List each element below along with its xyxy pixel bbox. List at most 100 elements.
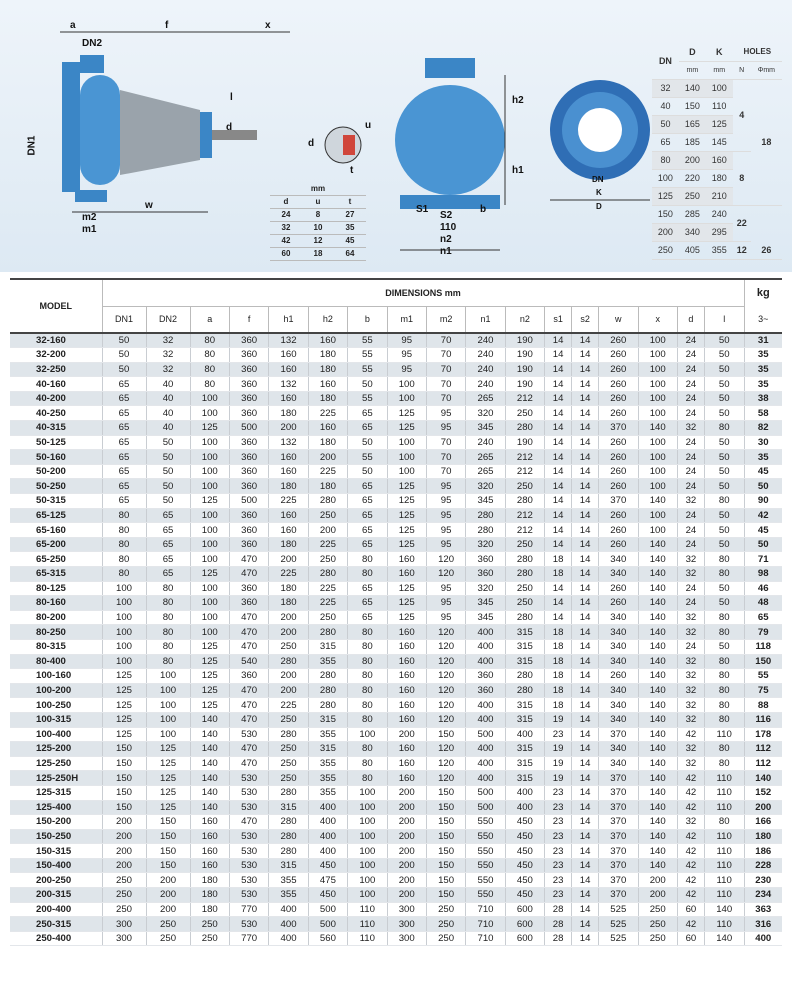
dimension-cell: 225 — [307, 405, 348, 422]
dim-m1-label: m1 — [82, 224, 97, 235]
dimension-cell: 280 — [307, 668, 348, 684]
dimension-cell: 280 — [268, 785, 309, 801]
dimension-cell: 120 — [425, 741, 466, 757]
table-row: 150-400 200 150 160 530 315 450 100 200 150 550 450… — [10, 858, 782, 874]
dim-s1-label: S1 — [416, 204, 429, 215]
dimension-cell: 125 — [101, 697, 147, 713]
dimension-cell: 14 — [571, 493, 599, 509]
table-row: 100-315 125 100 140 470 250 315 80 160 120 400 315 1… — [10, 712, 782, 728]
key-d-label: d — [308, 138, 315, 149]
dimension-cell: 400 — [504, 727, 545, 743]
flange-row: 150 285 240 22 — [652, 205, 782, 242]
dimension-cell: 95 — [425, 580, 466, 597]
model-cell: 50-160 — [10, 449, 102, 465]
dimension-cell: 360 — [228, 347, 269, 363]
dimension-cell: 400 — [465, 770, 506, 786]
flange-holes-n: 8 — [732, 151, 751, 206]
dimension-cell: 140 — [637, 580, 678, 597]
dimension-cell: 360 — [228, 434, 269, 451]
flange-cell: 160 — [705, 151, 733, 170]
dimension-cell: 80 — [347, 756, 388, 772]
dimension-cell: 18 — [544, 668, 572, 684]
dimension-cell: 250 — [101, 872, 147, 889]
dimension-cell: 65 — [347, 493, 388, 509]
flange-k-label: K — [596, 188, 602, 197]
dimension-cell: 200 — [637, 887, 678, 903]
dimension-cell: 28 — [544, 931, 572, 947]
dimension-cell: 14 — [571, 887, 599, 903]
dimension-cell: 14 — [571, 683, 599, 699]
dimension-cell: 530 — [228, 770, 269, 786]
model-cell: 65-200 — [10, 537, 102, 553]
dimension-cell: 65 — [101, 478, 147, 495]
dimension-cell: 280 — [268, 654, 309, 670]
dimension-cell: 225 — [307, 464, 348, 480]
dimension-cell: 100 — [189, 537, 230, 553]
dimension-cell: 190 — [504, 347, 545, 363]
dimension-cell: 400 — [307, 843, 348, 859]
table-row: 65-315 80 65 125 470 225 280 80 160 120 360 280 18 14… — [10, 566, 782, 582]
dimension-cell: 80 — [101, 566, 147, 582]
dimension-cell: 14 — [571, 405, 599, 422]
key-unit-row: mm — [270, 182, 366, 196]
dimension-cell: 500 — [228, 420, 269, 436]
dimension-cell: 160 — [307, 333, 348, 349]
table-row: 250-400 300 250 250 770 400 560 110 300 250 710 600… — [10, 931, 782, 947]
dimension-cell: 355 — [307, 727, 348, 743]
model-cell: 65-250 — [10, 551, 102, 567]
dimension-cell: 140 — [637, 610, 678, 626]
model-cell: 150-200 — [10, 814, 102, 830]
dimension-cell: 23 — [544, 785, 572, 801]
flange-row: 50 165 125 — [652, 115, 782, 134]
dimension-cell: 120 — [425, 668, 466, 684]
weight-cell: 112 — [743, 741, 782, 757]
weight-cell: 152 — [743, 785, 782, 801]
dimension-cell: 125 — [386, 595, 427, 611]
dimension-cell: 24 — [676, 464, 705, 480]
dimension-cell: 100 — [347, 814, 388, 830]
dimension-cell: 65 — [101, 405, 147, 422]
flange-row: 32 140 100 4 18 — [652, 79, 782, 206]
dimension-cell: 280 — [504, 610, 545, 626]
dimension-cell: 100 — [347, 800, 388, 816]
dimension-cell: 95 — [386, 362, 427, 378]
dimension-cell: 160 — [386, 756, 427, 772]
weight-cell: 45 — [743, 464, 782, 480]
weight-cell: 150 — [743, 654, 782, 670]
dimension-cell: 280 — [307, 683, 348, 699]
flange-cell: 80 — [652, 151, 679, 170]
model-cell: 65-160 — [10, 522, 102, 538]
dimension-cell: 14 — [544, 449, 572, 465]
dimension-cell: 50 — [703, 595, 744, 611]
model-cell: 100-200 — [10, 683, 102, 699]
dimension-cell: 360 — [228, 333, 269, 349]
dimension-cell: 65 — [145, 537, 191, 553]
column-header-dn2: DN2 — [145, 306, 191, 333]
key-row: 60 18 64 — [270, 247, 366, 261]
model-cell: 32-250 — [10, 362, 102, 378]
dimension-cell: 14 — [544, 376, 572, 392]
flange-cell: 340 — [678, 223, 706, 242]
dimension-cell: 265 — [465, 464, 506, 480]
key-row: 24 8 27 — [270, 208, 366, 222]
dimension-cell: 80 — [347, 683, 388, 699]
dimension-cell: 14 — [544, 595, 572, 611]
weight-cell: 186 — [743, 843, 782, 859]
model-cell: 40-200 — [10, 391, 102, 407]
dimension-cell: 240 — [465, 333, 506, 349]
dimension-cell: 280 — [465, 507, 506, 524]
table-row: 125-200 150 125 140 470 250 315 80 160 120 400 315 1… — [10, 741, 782, 757]
dimension-cell: 500 — [307, 902, 348, 918]
dimension-cell: 120 — [425, 624, 466, 640]
dimension-cell: 250 — [101, 887, 147, 903]
dimension-cell: 24 — [676, 478, 705, 495]
key-cell: 32 — [270, 221, 302, 235]
dimension-cell: 80 — [703, 683, 744, 699]
dimension-cell: 360 — [465, 683, 506, 699]
dimension-cell: 100 — [637, 507, 678, 524]
dimension-cell: 80 — [101, 551, 147, 567]
table-row: 80-315 100 80 125 470 250 315 80 160 120 400 315 18 1… — [10, 639, 782, 655]
dimension-cell: 150 — [425, 727, 466, 743]
key-u-label: u — [365, 120, 372, 131]
dimension-cell: 28 — [544, 902, 572, 918]
